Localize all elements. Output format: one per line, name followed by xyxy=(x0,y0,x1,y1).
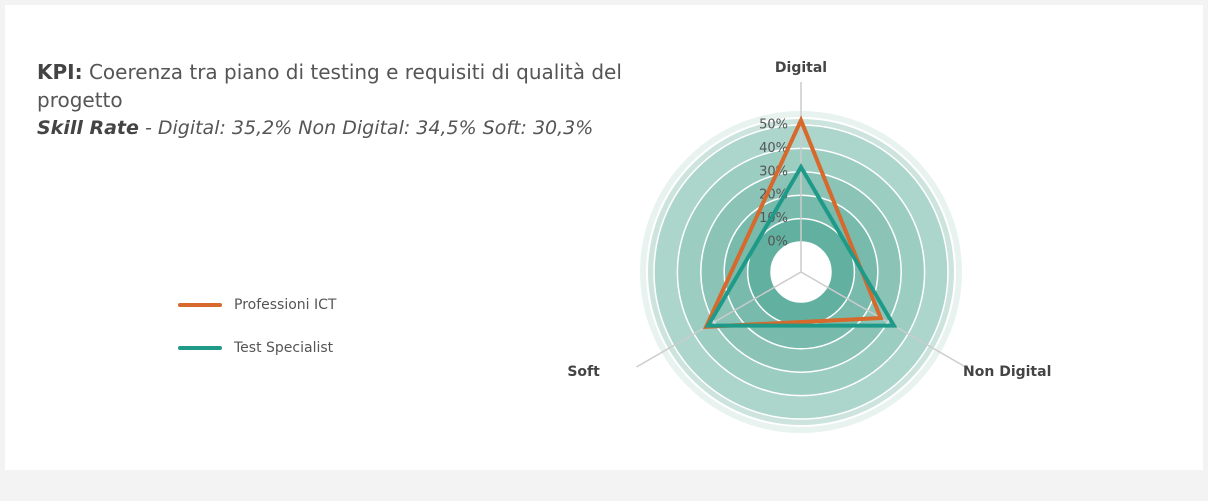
tick-label: 0% xyxy=(767,235,788,250)
tick-label: 40% xyxy=(759,141,788,156)
header: KPI: Coerenza tra piano di testing e req… xyxy=(37,58,657,142)
subtitle-text: - Digital: 35,2% Non Digital: 34,5% Soft… xyxy=(144,117,594,139)
series-polygon xyxy=(702,115,884,329)
series-polygon xyxy=(704,163,898,328)
panel xyxy=(5,5,1203,470)
subtitle-label: Skill Rate xyxy=(37,117,139,139)
axis-label: Non Digital xyxy=(963,364,1051,380)
subtitle: Skill Rate - Digital: 35,2% Non Digital:… xyxy=(37,114,657,142)
tick-label: 10% xyxy=(759,211,788,226)
title: KPI: Coerenza tra piano di testing e req… xyxy=(37,58,657,114)
legend-label: Test Specialist xyxy=(233,340,334,356)
axis-line xyxy=(636,271,802,368)
legend-label: Professioni ICT xyxy=(234,297,337,313)
title-text: Coerenza tra piano di testing e requisit… xyxy=(37,60,622,112)
axis-label: Soft xyxy=(567,364,600,380)
axis-label: Digital xyxy=(775,60,827,76)
kpi-label: KPI: xyxy=(37,60,83,84)
tick-label: 50% xyxy=(759,118,788,133)
